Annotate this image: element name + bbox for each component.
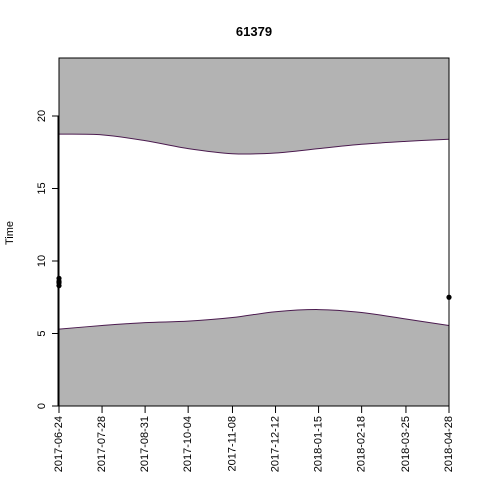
x-tick-label: 2018-03-25 (400, 416, 412, 472)
x-tick-label: 2017-10-04 (182, 416, 194, 472)
y-tick-label: 10 (36, 255, 48, 267)
x-tick-label: 2017-12-12 (270, 416, 282, 472)
y-tick-label: 0 (36, 403, 48, 409)
data-point (56, 275, 62, 281)
y-tick-label: 15 (36, 182, 48, 194)
x-tick-label: 2017-08-31 (139, 416, 151, 472)
x-tick-label: 2018-04-28 (443, 416, 455, 472)
x-tick-label: 2018-01-15 (313, 416, 325, 472)
upper-shaded-area (59, 58, 449, 155)
x-tick-label: 2017-07-28 (96, 416, 108, 472)
x-tick-label: 2017-06-24 (53, 416, 65, 472)
y-tick-label: 20 (36, 110, 48, 122)
upper-boundary-line (58, 133, 450, 155)
x-tick-label: 2018-02-18 (356, 416, 368, 472)
x-tick-label: 2017-11-08 (226, 416, 238, 471)
data-point (446, 294, 452, 300)
y-tick-label: 5 (36, 330, 48, 336)
lower-shaded-area (59, 309, 449, 406)
y-axis-label: Time (4, 221, 16, 245)
lower-boundary-line (58, 309, 450, 330)
chart-title: 61379 (236, 24, 272, 39)
